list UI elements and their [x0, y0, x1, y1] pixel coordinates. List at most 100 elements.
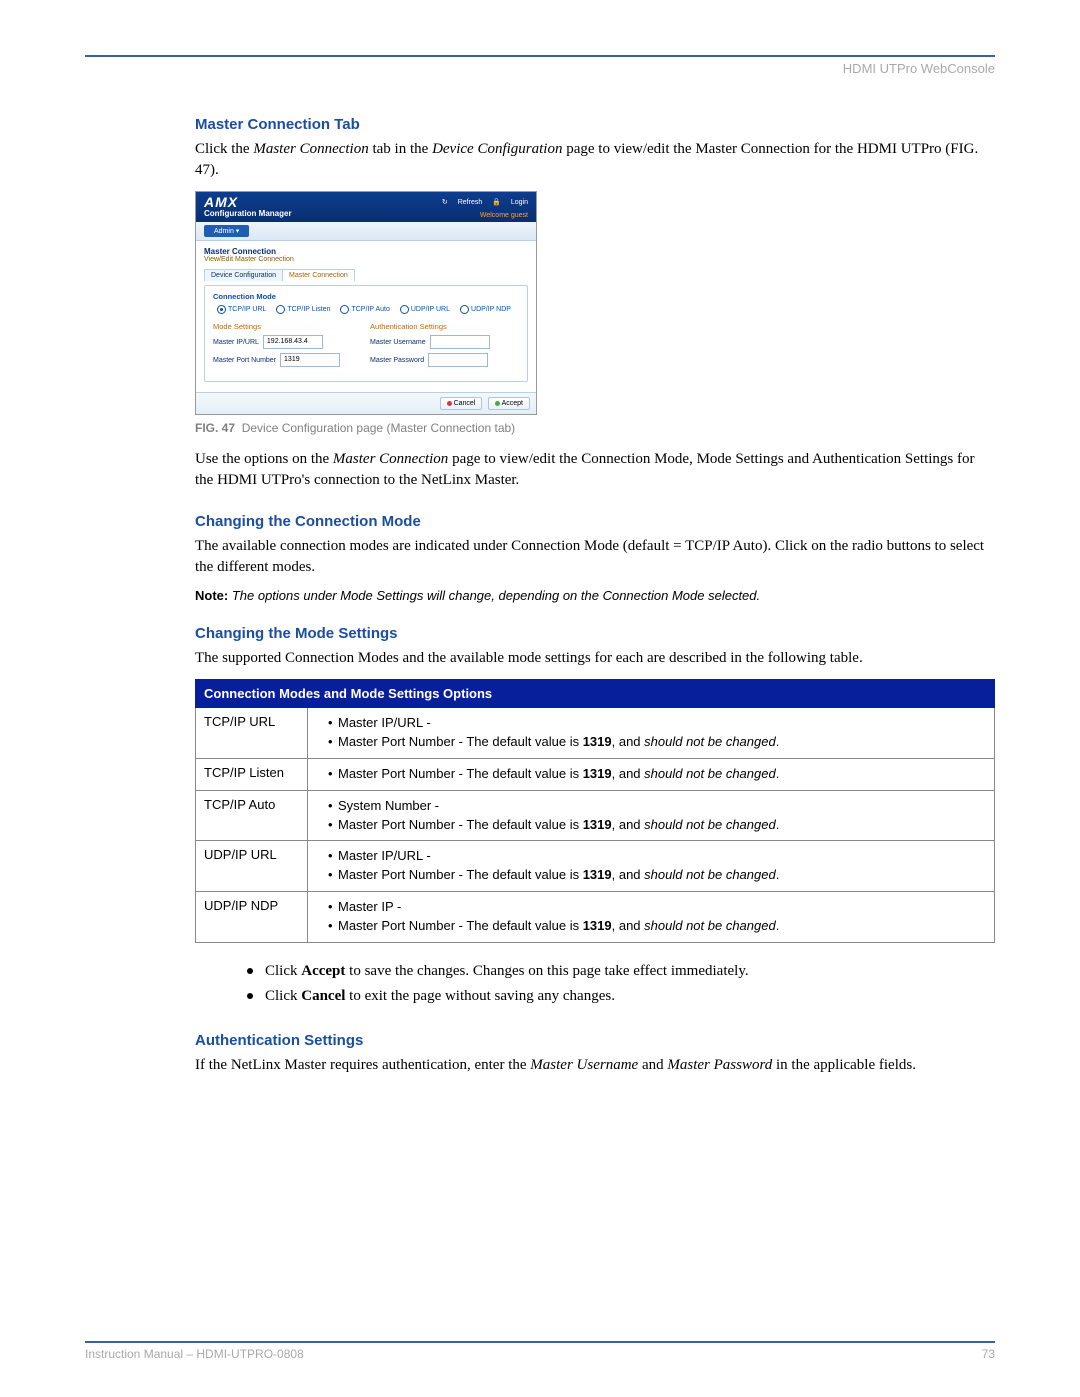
input-master-ip[interactable]: 192.168.43.4 — [263, 335, 323, 349]
welcome-text: Welcome guest — [434, 212, 528, 219]
radio-label: UDP/IP URL — [411, 306, 450, 313]
modes-table-header: Connection Modes and Mode Settings Optio… — [196, 680, 995, 708]
text: in the applicable fields. — [772, 1057, 916, 1073]
text-italic: Master Connection — [253, 141, 368, 157]
mode-option-item: Master Port Number - The default value i… — [328, 917, 986, 936]
refresh-link[interactable]: ↻ Refresh — [442, 199, 482, 206]
table-row: UDP/IP URLMaster IP/URL -Master Port Num… — [196, 841, 995, 892]
modes-table: Connection Modes and Mode Settings Optio… — [195, 679, 995, 943]
radio-label: TCP/IP URL — [228, 306, 266, 313]
label-master-port: Master Port Number — [213, 357, 276, 364]
header-rule — [85, 55, 995, 57]
action-bullet: Click Cancel to exit the page without sa… — [247, 984, 995, 1010]
accept-button[interactable]: Accept — [488, 397, 530, 410]
radio-label: TCP/IP Auto — [351, 306, 389, 313]
mode-options-cell: System Number -Master Port Number - The … — [308, 790, 995, 841]
text-italic: Device Configuration — [432, 141, 562, 157]
cancel-button[interactable]: Cancel — [440, 397, 483, 410]
tab-device-configuration[interactable]: Device Configuration — [204, 269, 283, 281]
footer-left: Instruction Manual – HDMI-UTPRO-0808 — [85, 1347, 304, 1361]
label-master-username: Master Username — [370, 339, 426, 346]
amx-logo: AMX — [204, 195, 292, 210]
radio-tcpip-url[interactable]: TCP/IP URL — [217, 305, 266, 314]
ss-footer: Cancel Accept — [196, 392, 536, 414]
action-bullet: Click Accept to save the changes. Change… — [247, 959, 995, 985]
mode-options-cell: Master Port Number - The default value i… — [308, 758, 995, 790]
note-connection-mode: Note: The options under Mode Settings wi… — [195, 588, 995, 603]
heading-authentication-settings: Authentication Settings — [195, 1032, 995, 1049]
note-label: Note: — [195, 588, 228, 603]
figure-caption-text: Device Configuration page (Master Connec… — [242, 421, 515, 435]
para-after-figure: Use the options on the Master Connection… — [195, 449, 995, 491]
mode-name-cell: TCP/IP Auto — [196, 790, 308, 841]
label-master-ip: Master IP/URL — [213, 339, 259, 346]
radio-label: TCP/IP Listen — [287, 306, 330, 313]
tab-master-connection[interactable]: Master Connection — [282, 269, 355, 281]
input-master-port[interactable]: 1319 — [280, 353, 340, 367]
cancel-icon — [447, 401, 452, 406]
radio-tcpip-auto[interactable]: TCP/IP Auto — [340, 305, 389, 314]
figure-screenshot: AMX Configuration Manager ↻ Refresh 🔒 Lo… — [195, 191, 537, 415]
footer-rule — [85, 1341, 995, 1343]
radio-dot-icon — [460, 305, 469, 314]
para-mode-settings-intro: The supported Connection Modes and the a… — [195, 648, 995, 669]
para-authentication: If the NetLinx Master requires authentic… — [195, 1055, 995, 1076]
connection-mode-heading: Connection Mode — [213, 292, 519, 301]
text: Click the — [195, 141, 253, 157]
figure-label: FIG. 47 — [195, 421, 235, 435]
mode-option-item: Master IP/URL - — [328, 847, 986, 866]
note-text: The options under Mode Settings will cha… — [228, 588, 760, 603]
table-row: UDP/IP NDPMaster IP -Master Port Number … — [196, 892, 995, 943]
mode-name-cell: UDP/IP URL — [196, 841, 308, 892]
label-master-password: Master Password — [370, 357, 424, 364]
radio-label: UDP/IP NDP — [471, 306, 511, 313]
table-row: TCP/IP Listen Master Port Number - The de… — [196, 758, 995, 790]
refresh-label: Refresh — [458, 199, 483, 206]
input-master-password[interactable] — [428, 353, 488, 367]
text-italic: Master Connection — [333, 451, 448, 467]
mode-option-item: Master Port Number - The default value i… — [328, 733, 986, 752]
table-row: TCP/IP AutoSystem Number -Master Port Nu… — [196, 790, 995, 841]
config-manager-label: Configuration Manager — [204, 210, 292, 219]
table-row: TCP/IP URLMaster IP/URL -Master Port Num… — [196, 708, 995, 759]
main-content: Master Connection Tab Click the Master C… — [85, 116, 995, 1076]
text-italic: Master Password — [667, 1057, 772, 1073]
mode-name-cell: TCP/IP URL — [196, 708, 308, 759]
page-footer: Instruction Manual – HDMI-UTPRO-0808 73 — [85, 1341, 995, 1361]
mode-settings-heading: Mode Settings — [213, 322, 340, 331]
mode-name-cell: TCP/IP Listen — [196, 758, 308, 790]
mode-option-item: Master IP - — [328, 898, 986, 917]
radio-dot-icon — [400, 305, 409, 314]
text: If the NetLinx Master requires authentic… — [195, 1057, 530, 1073]
mode-options-cell: Master IP -Master Port Number - The defa… — [308, 892, 995, 943]
text: and — [638, 1057, 667, 1073]
mode-options-cell: Master IP/URL -Master Port Number - The … — [308, 708, 995, 759]
mode-name-cell: UDP/IP NDP — [196, 892, 308, 943]
para-master-connection-intro: Click the Master Connection tab in the D… — [195, 139, 995, 181]
footer-page-number: 73 — [982, 1347, 995, 1361]
mode-option-item: System Number - — [328, 797, 986, 816]
login-link[interactable]: 🔒 Login — [492, 199, 528, 206]
admin-menu[interactable]: Admin ▾ — [204, 225, 249, 237]
radio-udpip-url[interactable]: UDP/IP URL — [400, 305, 450, 314]
radio-dot-icon — [276, 305, 285, 314]
auth-settings-heading: Authentication Settings — [370, 322, 490, 331]
text: tab in the — [369, 141, 432, 157]
radio-udpip-ndp[interactable]: UDP/IP NDP — [460, 305, 511, 314]
heading-changing-mode-settings: Changing the Mode Settings — [195, 625, 995, 642]
input-master-username[interactable] — [430, 335, 490, 349]
action-bullets: Click Accept to save the changes. Change… — [247, 959, 995, 1010]
mode-option-item: Master Port Number - The default value i… — [328, 866, 986, 885]
mode-option-item: Master IP/URL - — [328, 714, 986, 733]
radio-dot-icon — [340, 305, 349, 314]
mode-options-cell: Master IP/URL -Master Port Number - The … — [308, 841, 995, 892]
heading-master-connection-tab: Master Connection Tab — [195, 116, 995, 133]
mode-option-item: Master Port Number - The default value i… — [328, 765, 986, 784]
text-italic: Master Username — [530, 1057, 638, 1073]
radio-tcpip-listen[interactable]: TCP/IP Listen — [276, 305, 330, 314]
ss-header: AMX Configuration Manager ↻ Refresh 🔒 Lo… — [196, 192, 536, 222]
text: Use the options on the — [195, 451, 333, 467]
login-label: Login — [511, 199, 528, 206]
cancel-label: Cancel — [454, 400, 476, 407]
mode-option-item: Master Port Number - The default value i… — [328, 816, 986, 835]
